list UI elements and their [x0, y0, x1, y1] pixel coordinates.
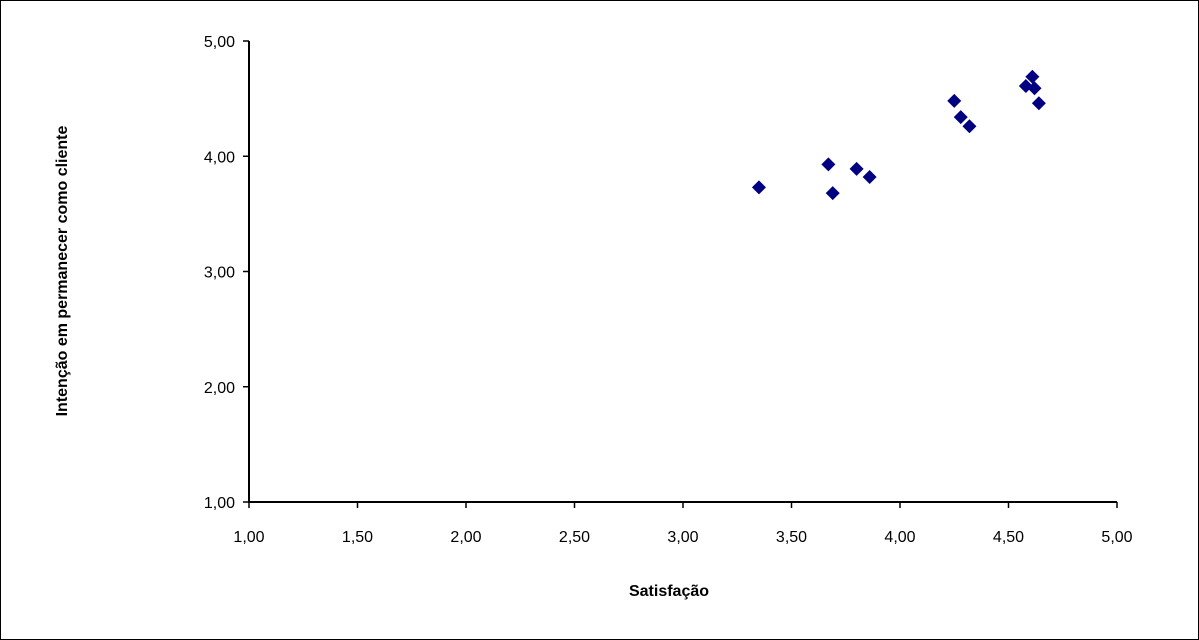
data-point: [953, 110, 968, 125]
y-axis-title: Intenção em permanecer como cliente: [54, 126, 71, 417]
axes: [248, 41, 1117, 503]
data-point: [825, 186, 840, 201]
x-tick-label: 2,50: [559, 529, 590, 546]
x-tick-label: 2,00: [450, 529, 481, 546]
x-tick-label: 4,50: [993, 529, 1024, 546]
x-axis-title: Satisfação: [629, 583, 709, 600]
data-point: [862, 169, 877, 184]
data-point: [821, 157, 836, 172]
x-tick-label: 3,00: [667, 529, 698, 546]
ticks: 1,00 1,50 2,00 2,50 3,00 3,50 4,00 4,50 5,00 1,00…: [204, 34, 1133, 546]
y-tick-label: 3,00: [204, 265, 235, 282]
data-point: [849, 161, 864, 176]
y-tick-label: 4,00: [204, 149, 235, 166]
data-point: [1027, 81, 1042, 96]
x-tick-label: 1,00: [233, 529, 264, 546]
data-point: [1025, 69, 1040, 84]
y-tick-label: 5,00: [204, 34, 235, 51]
x-tick-label: 4,00: [884, 529, 915, 546]
data-point: [1031, 96, 1046, 111]
data-point: [947, 93, 962, 108]
data-points: [751, 69, 1046, 201]
data-point: [751, 180, 766, 195]
x-tick-label: 3,50: [776, 529, 807, 546]
y-tick-label: 1,00: [204, 495, 235, 512]
x-tick-label: 1,50: [342, 529, 373, 546]
x-tick-label: 5,00: [1101, 529, 1132, 546]
data-point: [962, 119, 977, 134]
y-tick-label: 2,00: [204, 380, 235, 397]
